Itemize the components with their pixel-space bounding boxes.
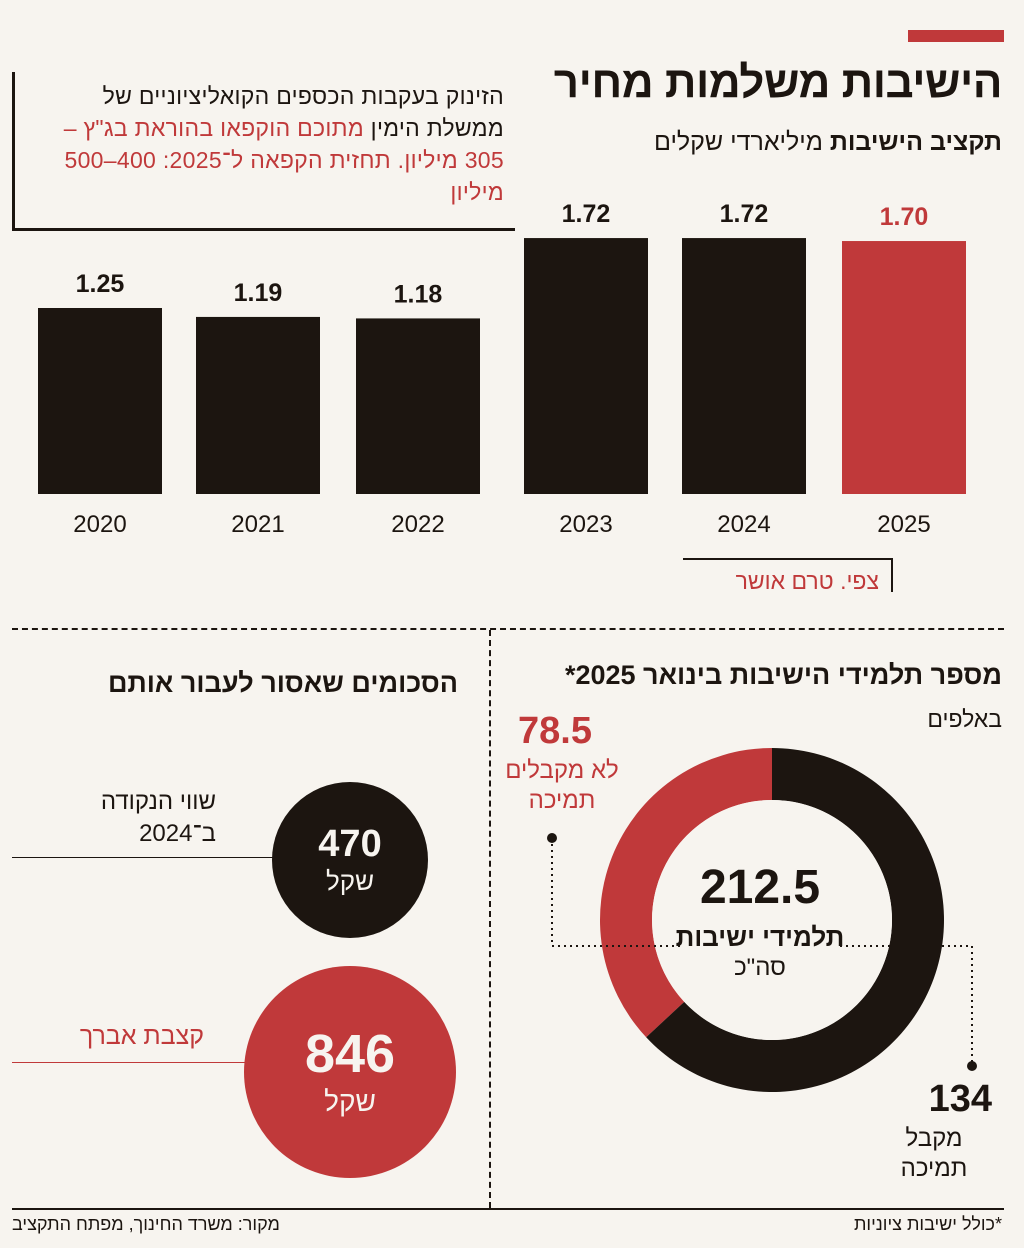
bar-value-label-2023: 1.72 [562, 200, 611, 228]
students-title: מספר תלמידי הישיבות בינואר 2025* [564, 660, 1002, 690]
bar-value-label-2021: 1.19 [234, 279, 283, 307]
bar-2021 [196, 316, 320, 494]
bar-2022 [356, 318, 480, 494]
red-slice-value: 78.5 [518, 710, 592, 752]
note-box-frame [12, 72, 515, 231]
allowance-label: קצבת אברך [79, 1022, 204, 1050]
section-divider-horizontal [12, 628, 1004, 630]
note-text-red: מתוכם הוקפאו בהוראת בג"ץ – 305 מיליון. ת… [63, 115, 504, 205]
bar-2024 [682, 238, 806, 494]
point-value-unit: שקל [325, 865, 375, 896]
donut-total-sub: סה"כ [734, 954, 786, 981]
x-tick-label-2023: 2023 [559, 511, 612, 538]
students-unit: באלפים [927, 706, 1002, 732]
chart-subtitle: תקציב הישיבות מיליארדי שקלים [654, 128, 1002, 157]
bar-value-label-2022: 1.18 [394, 280, 443, 308]
bar-value-label-2020: 1.25 [76, 270, 125, 298]
black-slice-label: מקבל תמיכה [900, 1125, 968, 1182]
x-tick-label-2021: 2021 [231, 511, 284, 538]
page-title: הישיבות משלמות מחיר [553, 58, 1003, 107]
point-value-circle: 470 שקל [272, 782, 428, 938]
point-value-number: 470 [318, 822, 382, 865]
bar-2025 [842, 241, 966, 494]
bar-value-label-2024: 1.72 [720, 200, 769, 228]
budget-bar-chart: 1.25 2020 1.19 2021 1.18 2022 1.72 2023 1.72 2024… [38, 200, 966, 538]
allowance-number: 846 [304, 1023, 396, 1084]
subtitle-bold: תקציב הישיבות [829, 128, 1002, 156]
bar-2020 [38, 308, 162, 494]
forecast-bracket [683, 558, 893, 592]
x-tick-label-2022: 2022 [391, 511, 444, 538]
allowance-circle: 846 שקל [244, 966, 456, 1178]
point-value-connector [12, 857, 274, 858]
note-text-black: הזינוק בעקבות הכספים הקואליציוניים של ממ… [102, 83, 504, 141]
allowance-connector [12, 1062, 246, 1063]
black-slice-leader-line [840, 945, 973, 1066]
note-text: הזינוק בעקבות הכספים הקואליציוניים של ממ… [20, 80, 504, 208]
donut-hole [652, 800, 892, 1040]
subtitle-unit: מיליארדי שקלים [653, 128, 823, 156]
forecast-label: צפי. טרם אושר [735, 568, 879, 594]
x-tick-label-2020: 2020 [73, 511, 126, 538]
donut-total-label: תלמידי ישיבות [675, 922, 845, 952]
red-accent-bar [908, 30, 1004, 42]
black-slice-value: 134 [928, 1078, 992, 1120]
bar-2023 [524, 238, 648, 494]
donut-slice-black [646, 748, 945, 1092]
red-slice-leader-line [551, 838, 680, 947]
donut-slice-red [600, 748, 772, 1038]
allowance-unit: שקל [324, 1085, 376, 1117]
donut-total-value: 212.5 [699, 861, 821, 914]
bar-value-label-2025: 1.70 [880, 203, 929, 231]
source-credit: מקור: משרד החינוך, מפתח התקציב [12, 1214, 280, 1234]
sums-title: הסכומים שאסור לעבור אותם [107, 668, 458, 698]
bottom-rule [12, 1208, 1004, 1210]
x-tick-label-2025: 2025 [877, 511, 930, 538]
black-slice-leader-dot [967, 1061, 977, 1071]
point-value-label: שווי הנקודה ב־2024 [100, 788, 216, 847]
footnote: *כולל ישיבות ציוניות [854, 1214, 1002, 1234]
red-slice-label: לא מקבלים תמיכה [505, 757, 619, 814]
red-slice-leader-dot [547, 833, 557, 843]
x-tick-label-2024: 2024 [717, 511, 770, 538]
section-divider-vertical [489, 630, 491, 1208]
